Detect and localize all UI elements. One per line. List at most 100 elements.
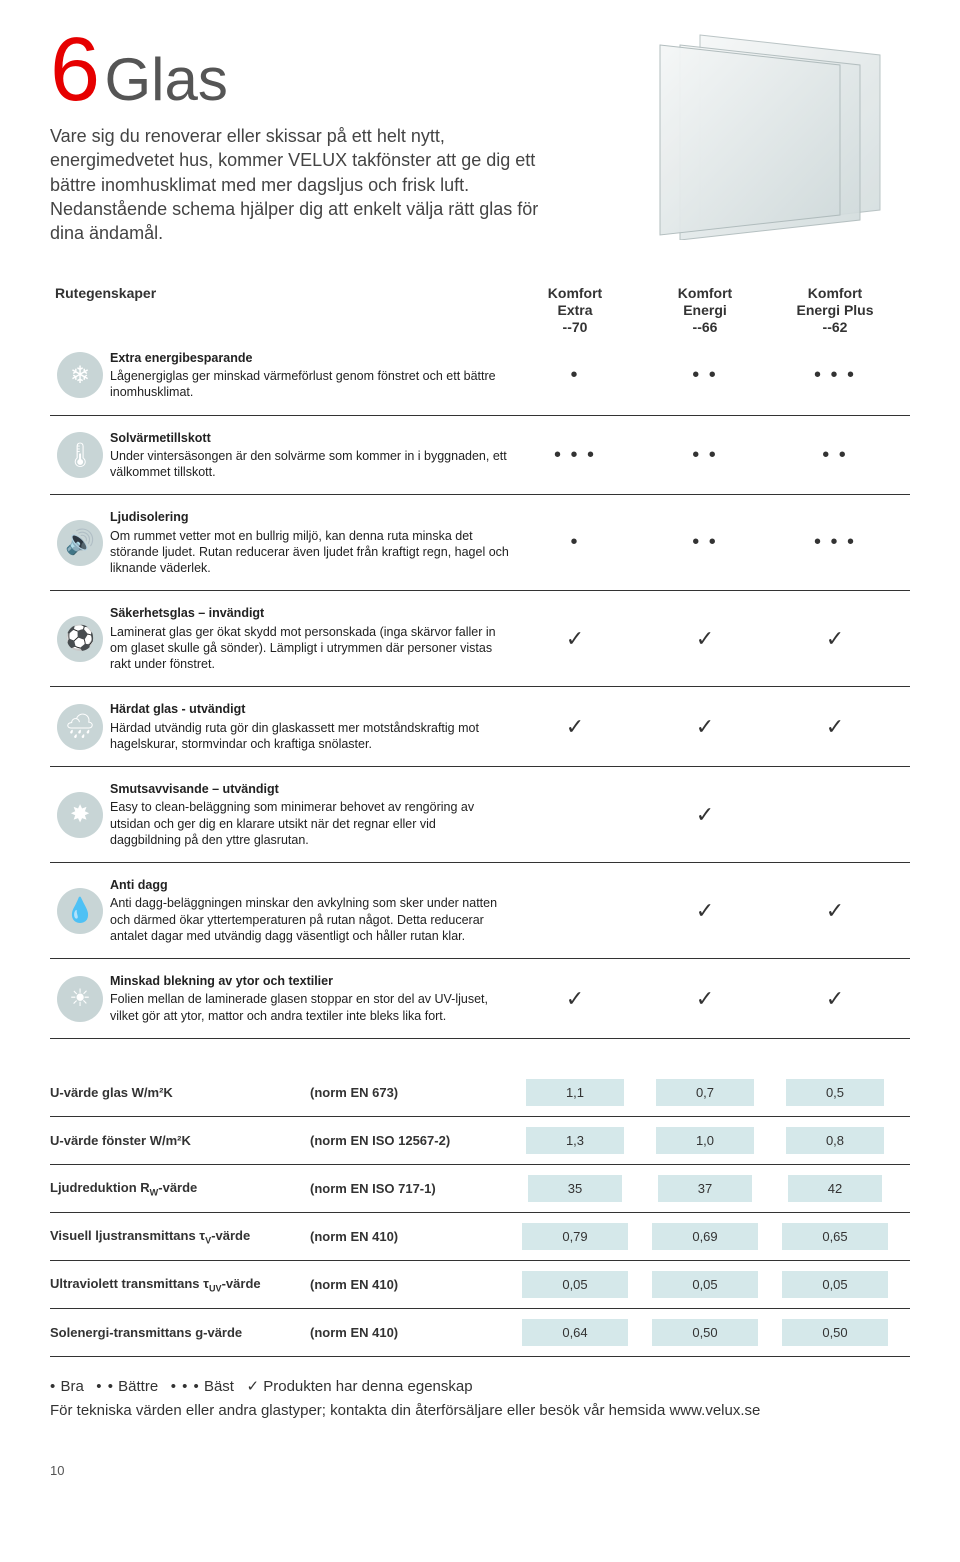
spec-value: 1,0 [640,1127,770,1154]
spec-label: Ultraviolett transmittans τUV-värde [50,1276,310,1294]
feature-value: ✓ [640,626,770,652]
feature-value: ✓ [510,714,640,740]
legend-footer: För tekniska värden eller andra glastype… [50,1402,760,1419]
spec-value: 0,69 [640,1223,770,1250]
feature-title: Extra energibesparande [110,350,510,366]
spec-norm: (norm EN 410) [310,1229,510,1244]
feature-desc: Easy to clean-beläggning som minimerar b… [110,799,510,848]
splat-icon: ✸ [57,792,103,838]
feature-row: ❄ Extra energibesparande Lågenergiglas ger… [50,336,910,416]
spec-norm: (norm EN 410) [310,1277,510,1292]
snowflake-icon: ❄ [57,352,103,398]
feature-value: • • [640,364,770,387]
spec-value: 0,05 [510,1271,640,1298]
feature-desc: Om rummet vetter mot en bullrig miljö, k… [110,528,510,577]
feature-value: • • [640,531,770,554]
spec-row: Ultraviolett transmittans τUV-värde(norm… [50,1261,910,1309]
spec-value: 42 [770,1175,900,1202]
feature-title: Anti dagg [110,877,510,893]
col-header-2: KomfortEnergi--66 [640,285,770,335]
feature-value: ✓ [640,898,770,924]
feature-title: Minskad blekning av ytor och textilier [110,973,510,989]
speaker-icon: 🔊 [57,520,103,566]
feature-desc: Anti dagg-beläggningen minskar den avkyl… [110,895,510,944]
spec-value: 0,65 [770,1223,900,1250]
columns-header: Rutegenskaper KomfortExtra--70 KomfortEn… [50,285,910,335]
feature-desc: Under vintersäsongen är den solvärme som… [110,448,510,481]
spec-value: 0,8 [770,1127,900,1154]
thermometer-icon: 🌡 [57,432,103,478]
spec-norm: (norm EN 673) [310,1085,510,1100]
spec-row: Visuell ljustransmittans τV-värde(norm E… [50,1213,910,1261]
spec-label: U-värde glas W/m²K [50,1085,310,1100]
feature-desc: Lågenergiglas ger minskad värmeförlust g… [110,368,510,401]
feature-value: ✓ [770,986,900,1012]
page-number: 10 [50,1463,910,1478]
feature-value: ✓ [770,626,900,652]
spec-value: 35 [510,1175,640,1202]
spec-label: Solenergi-transmittans g-värde [50,1325,310,1340]
feature-value: ✓ [510,626,640,652]
feature-row: 💧 Anti dagg Anti dagg-beläggningen minskar… [50,863,910,959]
spec-value: 1,1 [510,1079,640,1106]
feature-row: ⚽ Säkerhetsglas – invändigt Laminerat glas… [50,591,910,687]
spec-norm: (norm EN ISO 717-1) [310,1181,510,1196]
feature-value: • • [770,444,900,467]
feature-row: 🌡 Solvärmetillskott Under vintersäsongen ä… [50,416,910,496]
spec-row: U-värde fönster W/m²K(norm EN ISO 12567-… [50,1117,910,1165]
feature-title: Säkerhetsglas – invändigt [110,605,510,621]
spec-value: 1,3 [510,1127,640,1154]
feature-desc: Härdad utvändig ruta gör din glaskassett… [110,720,510,753]
drops-icon: 💧 [57,888,103,934]
feature-title: Solvärmetillskott [110,430,510,446]
spec-row: Ljudreduktion RW-värde(norm EN ISO 717-1… [50,1165,910,1213]
spec-norm: (norm EN ISO 12567-2) [310,1133,510,1148]
section-number: 6 [50,30,100,111]
spec-value: 0,79 [510,1223,640,1250]
spec-value: 0,05 [770,1271,900,1298]
ball-icon: ⚽ [57,616,103,662]
feature-value: • • • [510,444,640,467]
spec-value: 0,50 [640,1319,770,1346]
glass-illustration [630,30,910,240]
sun-icon: ☀ [57,976,103,1022]
feature-value: ✓ [770,898,900,924]
hail-icon: 🌧 [57,704,103,750]
spec-row: Solenergi-transmittans g-värde(norm EN 4… [50,1309,910,1357]
feature-row: 🔊 Ljudisolering Om rummet vetter mot en bu… [50,495,910,591]
spec-value: 0,05 [640,1271,770,1298]
properties-label: Rutegenskaper [50,285,510,335]
spec-value: 0,5 [770,1079,900,1106]
feature-value: • [510,531,640,554]
spec-value: 0,7 [640,1079,770,1106]
feature-value: • • • [770,364,900,387]
spec-value: 0,50 [770,1319,900,1346]
feature-value: ✓ [640,986,770,1012]
feature-title: Ljudisolering [110,509,510,525]
intro-paragraph: Vare sig du renoverar eller skissar på e… [50,124,570,245]
feature-value: • • [640,444,770,467]
col-header-3: KomfortEnergi Plus--62 [770,285,900,335]
feature-value: • • • [770,531,900,554]
feature-value: ✓ [640,714,770,740]
feature-row: ✸ Smutsavvisande – utvändigt Easy to clean… [50,767,910,863]
feature-title: Härdat glas - utvändigt [110,701,510,717]
feature-value: • [510,364,640,387]
col-header-1: KomfortExtra--70 [510,285,640,335]
feature-desc: Laminerat glas ger ökat skydd mot person… [110,624,510,673]
page-title: Glas [105,46,228,113]
spec-label: Visuell ljustransmittans τV-värde [50,1228,310,1246]
spec-value: 0,64 [510,1319,640,1346]
spec-value: 37 [640,1175,770,1202]
spec-row: U-värde glas W/m²K(norm EN 673)1,10,70,5 [50,1069,910,1117]
feature-title: Smutsavvisande – utvändigt [110,781,510,797]
spec-norm: (norm EN 410) [310,1325,510,1340]
feature-desc: Folien mellan de laminerade glasen stopp… [110,991,510,1024]
feature-value: ✓ [640,802,770,828]
feature-value: ✓ [770,714,900,740]
spec-label: Ljudreduktion RW-värde [50,1180,310,1198]
feature-row: 🌧 Härdat glas - utvändigt Härdad utvändig … [50,687,910,767]
spec-label: U-värde fönster W/m²K [50,1133,310,1148]
feature-row: ☀ Minskad blekning av ytor och textilier F… [50,959,910,1039]
feature-value: ✓ [510,986,640,1012]
